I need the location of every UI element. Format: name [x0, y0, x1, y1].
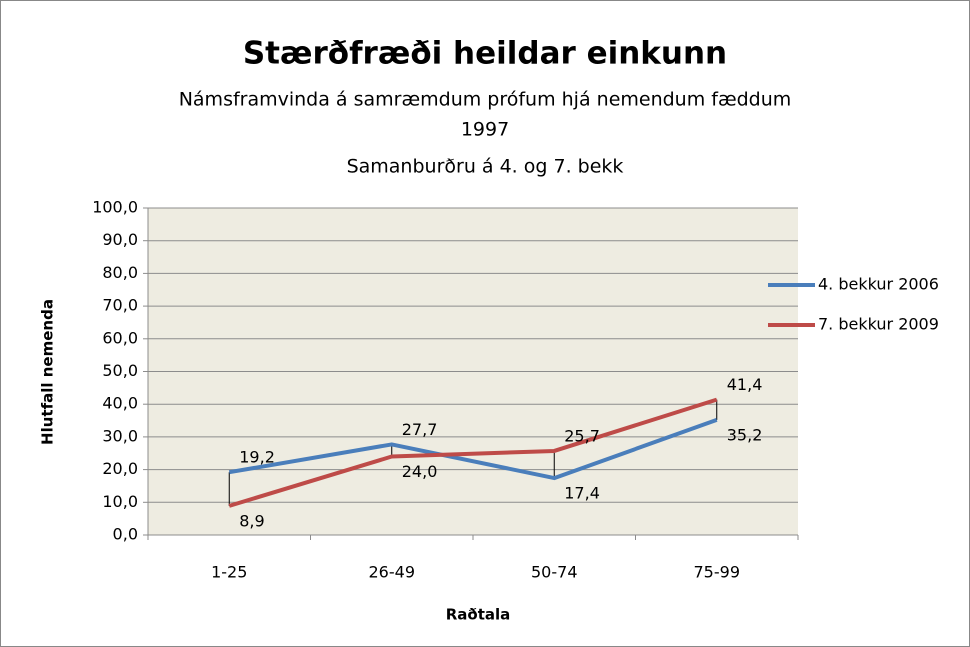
- chart-subtitle: 1997: [461, 119, 509, 141]
- data-label: 8,9: [239, 511, 264, 530]
- x-axis-label: Raðtala: [446, 606, 511, 624]
- data-label: 25,7: [564, 426, 600, 445]
- series-line: [228, 418, 718, 481]
- chart-subtitle: Samanburðru á 4. og 7. bekk: [347, 156, 624, 178]
- y-tick-label: 10,0: [102, 492, 138, 511]
- y-tick-label: 30,0: [102, 426, 138, 445]
- legend-label: 4. bekkur 2006: [818, 275, 939, 294]
- y-tick-label: 80,0: [102, 263, 138, 282]
- x-tick-label: 1-25: [211, 563, 247, 582]
- y-tick-label: 0,0: [113, 525, 138, 544]
- y-tick-label: 20,0: [102, 459, 138, 478]
- x-tick-label: 50-74: [531, 563, 578, 582]
- y-tick-label: 40,0: [102, 394, 138, 413]
- chart-subtitle: Námsframvinda á samræmdum prófum hjá nem…: [179, 89, 792, 111]
- y-tick-label: 70,0: [102, 296, 138, 315]
- data-label: 41,4: [727, 375, 763, 394]
- x-tick-label: 26-49: [369, 563, 416, 582]
- y-tick-label: 50,0: [102, 361, 138, 380]
- chart-title: Stærðfræði heildar einkunn: [243, 36, 727, 72]
- y-tick-label: 60,0: [102, 328, 138, 347]
- series-line: [228, 397, 718, 508]
- data-label: 27,7: [402, 420, 438, 439]
- data-label: 35,2: [727, 425, 763, 444]
- data-label: 24,0: [402, 462, 438, 481]
- legend-label: 7. bekkur 2009: [818, 315, 939, 334]
- data-label: 19,2: [239, 448, 275, 467]
- y-tick-label: 100,0: [92, 198, 138, 217]
- y-tick-label: 90,0: [102, 230, 138, 249]
- y-axis-label: Hlutfall nemenda: [39, 299, 57, 445]
- x-tick-label: 75-99: [694, 563, 741, 582]
- data-label: 17,4: [564, 484, 600, 503]
